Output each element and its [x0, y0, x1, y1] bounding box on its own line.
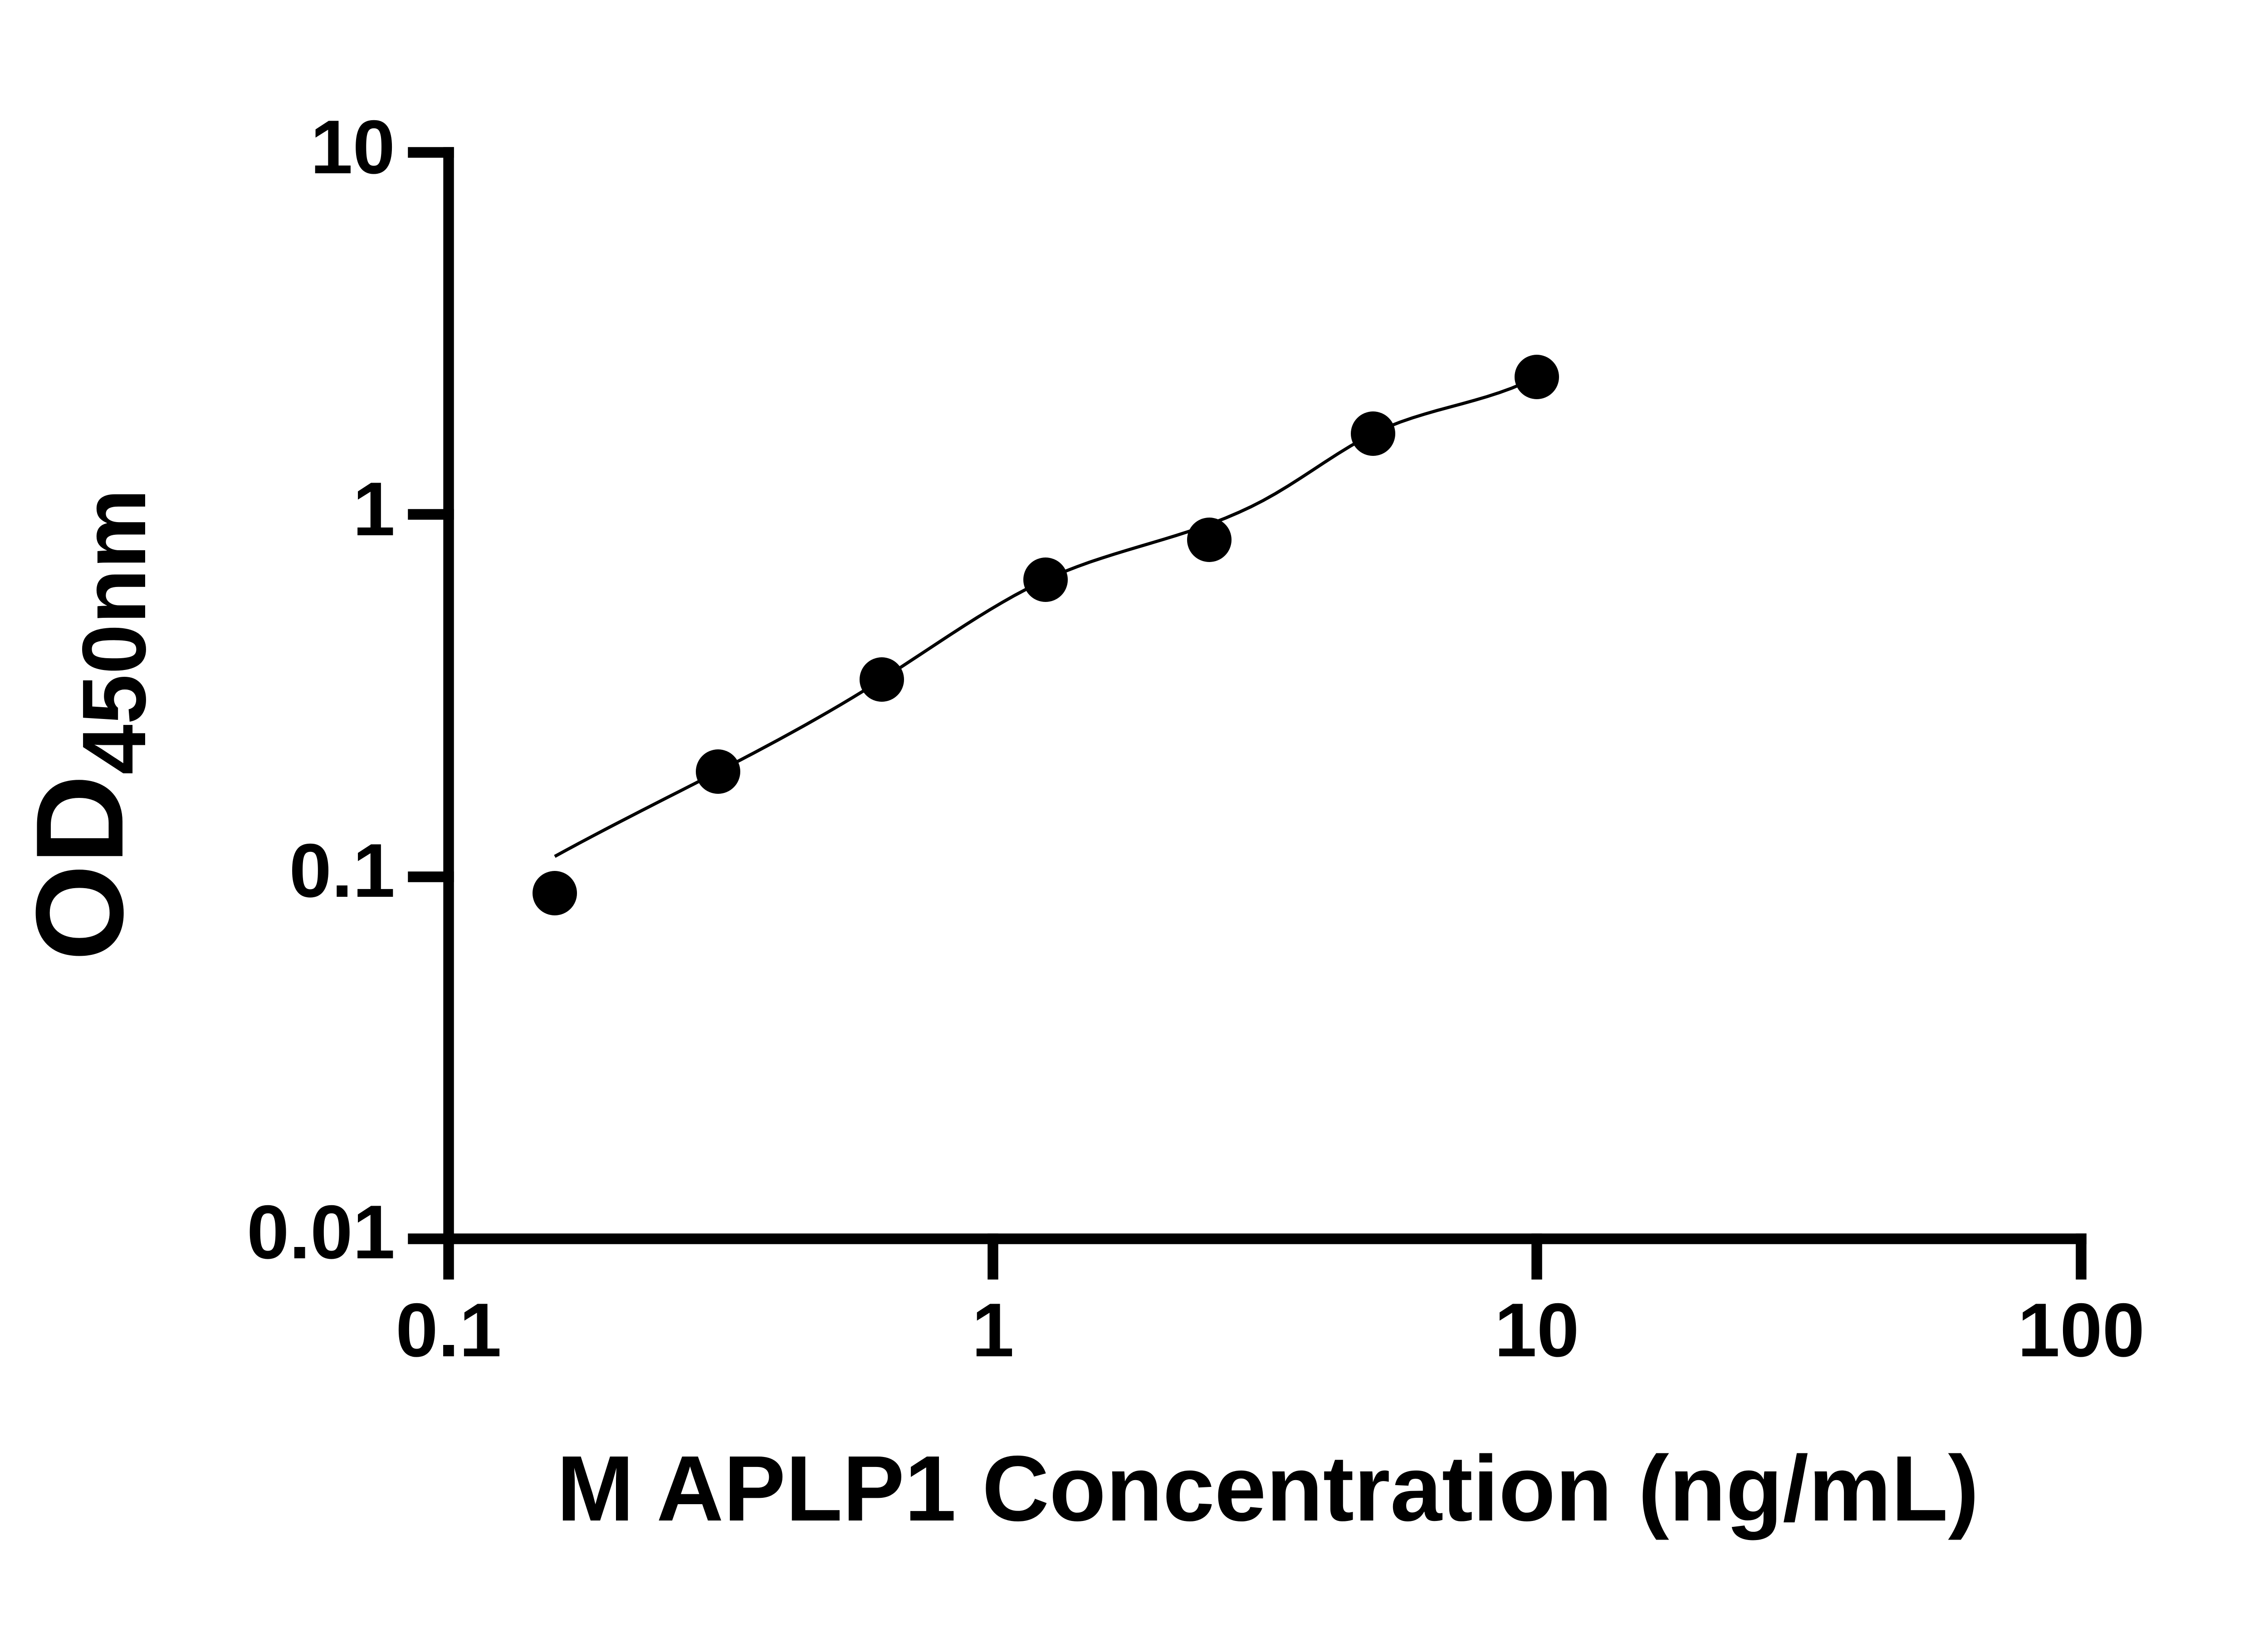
svg-text:1: 1: [972, 1287, 1014, 1373]
svg-text:0.1: 0.1: [289, 828, 395, 913]
svg-text:0.01: 0.01: [247, 1189, 395, 1275]
svg-text:0.1: 0.1: [396, 1287, 502, 1373]
svg-text:M APLP1 Concentration (ng/mL): M APLP1 Concentration (ng/mL): [557, 1437, 1979, 1540]
svg-text:10: 10: [310, 104, 395, 190]
svg-text:1: 1: [353, 466, 395, 552]
svg-text:10: 10: [1495, 1287, 1579, 1373]
svg-text:100: 100: [2018, 1287, 2145, 1373]
